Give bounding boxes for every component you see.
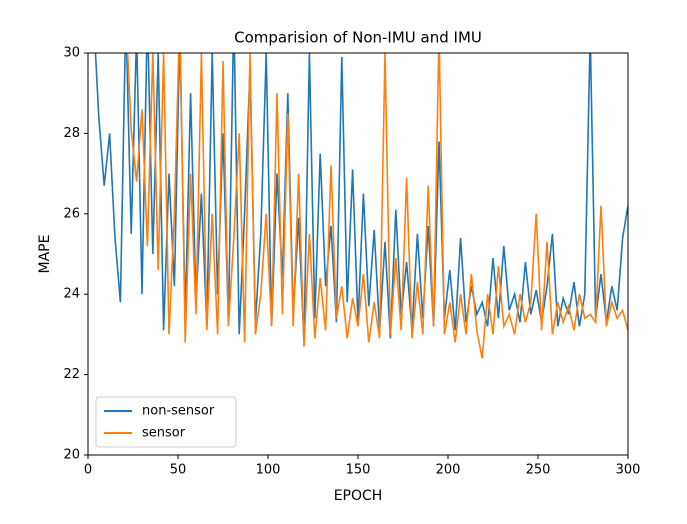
plot-area [94,53,628,359]
x-tick-label: 50 [170,463,187,478]
legend-box [95,396,237,448]
x-axis-label: EPOCH [334,488,383,504]
y-tick-label: 28 [63,126,80,141]
legend-label: sensor [142,426,186,441]
legend-label: non-sensor [142,404,215,419]
x-tick-label: 200 [436,463,461,478]
x-tick-label: 0 [84,463,92,478]
line [94,53,628,343]
line [126,53,628,359]
x-tick-label: 300 [616,463,641,478]
x-tick-label: 100 [256,463,281,478]
y-tick-label: 26 [63,206,80,221]
y-tick-label: 24 [63,287,80,302]
y-axis-label: MAPE [37,235,53,274]
plot-frame [87,52,629,456]
y-tick-label: 30 [63,46,80,61]
x-tick-label: 150 [346,463,371,478]
x-tick-label: 250 [526,463,551,478]
chart-title: Comparision of Non-IMU and IMU [234,29,482,47]
y-tick-label: 20 [63,448,80,463]
y-tick-label: 22 [63,367,80,382]
